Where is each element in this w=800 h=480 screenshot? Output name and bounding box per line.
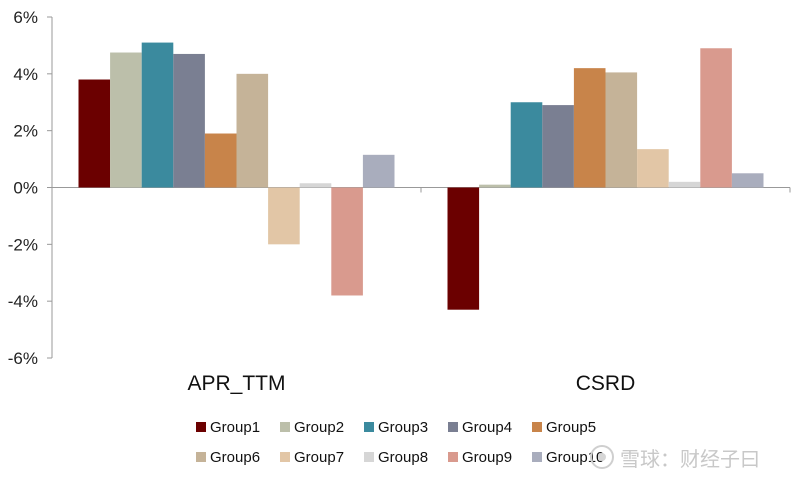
- bar-group7-apr-ttm: [268, 187, 300, 245]
- bar-group10-csrd: [731, 173, 764, 188]
- bar-group2-apr-ttm: [110, 52, 142, 188]
- legend-swatch: [196, 452, 206, 462]
- legend-item: Group6: [196, 449, 260, 466]
- legend-item: Group7: [280, 449, 344, 466]
- legend-swatch: [364, 422, 374, 432]
- legend-label: Group5: [546, 419, 596, 436]
- legend-item: Group1: [196, 419, 260, 436]
- legend-item: Group9: [448, 449, 512, 466]
- bar-group10-apr-ttm: [362, 154, 395, 188]
- bar-group5-csrd: [573, 68, 606, 188]
- legend-swatch: [364, 452, 374, 462]
- legend-swatch: [448, 452, 458, 462]
- bar-group3-csrd: [510, 102, 543, 188]
- bars: [78, 42, 764, 310]
- legend-item: Group4: [448, 419, 512, 436]
- legend-swatch: [280, 422, 290, 432]
- bar-group9-apr-ttm: [331, 187, 363, 296]
- legend-item: Group5: [532, 419, 596, 436]
- bar-group6-csrd: [605, 72, 638, 188]
- watermark-text: 雪球：财经子曰: [620, 448, 760, 471]
- y-tick-label: 6%: [13, 8, 38, 27]
- legend-swatch: [196, 422, 206, 432]
- y-tick-label: 4%: [13, 65, 38, 84]
- legend-label: Group3: [378, 419, 428, 436]
- bar-group1-csrd: [447, 187, 480, 310]
- y-tick-label: -6%: [8, 349, 38, 368]
- category-labels: APR_TTM CSRD: [187, 372, 635, 395]
- legend-label: Group9: [462, 449, 512, 466]
- bar-group8-apr-ttm: [299, 183, 332, 188]
- bar-group4-csrd: [542, 105, 574, 188]
- legend-label: Group2: [294, 419, 344, 436]
- bar-group6-apr-ttm: [236, 73, 269, 188]
- legend-label: Group10: [546, 449, 604, 466]
- legend-label: Group6: [210, 449, 260, 466]
- category-label: APR_TTM: [187, 372, 285, 395]
- bar-group9-csrd: [700, 48, 732, 188]
- y-tick-labels: -6% -4% -2% 0% 2% 4% 6%: [8, 8, 38, 368]
- watermark: 雪球：财经子曰: [590, 440, 790, 474]
- y-tick-label: 2%: [13, 122, 38, 141]
- legend-item: Group10: [532, 449, 604, 466]
- legend-swatch: [532, 452, 542, 462]
- bar-group2-csrd: [479, 184, 511, 188]
- legend-label: Group7: [294, 449, 344, 466]
- bar-group7-csrd: [637, 149, 669, 188]
- legend-item: Group2: [280, 419, 344, 436]
- bar-group1-apr-ttm: [78, 79, 111, 188]
- legend-item: Group3: [364, 419, 428, 436]
- category-label: CSRD: [576, 372, 636, 395]
- legend-swatch: [448, 422, 458, 432]
- bar-group8-csrd: [668, 181, 701, 188]
- legend-swatch: [280, 452, 290, 462]
- y-tick-label: -2%: [8, 235, 38, 254]
- legend-item: Group8: [364, 449, 428, 466]
- legend-label: Group1: [210, 419, 260, 436]
- y-tick-label: -4%: [8, 292, 38, 311]
- bar-group5-apr-ttm: [204, 133, 237, 188]
- bar-group3-apr-ttm: [141, 42, 174, 188]
- legend: Group1 Group2 Group3 Group4 Group5 Group6 Grou…: [196, 419, 604, 466]
- snowball-logo-icon: [590, 445, 614, 469]
- legend-label: Group8: [378, 449, 428, 466]
- bar-group4-apr-ttm: [173, 53, 205, 188]
- y-tick-label: 0%: [13, 179, 38, 198]
- legend-swatch: [532, 422, 542, 432]
- legend-label: Group4: [462, 419, 512, 436]
